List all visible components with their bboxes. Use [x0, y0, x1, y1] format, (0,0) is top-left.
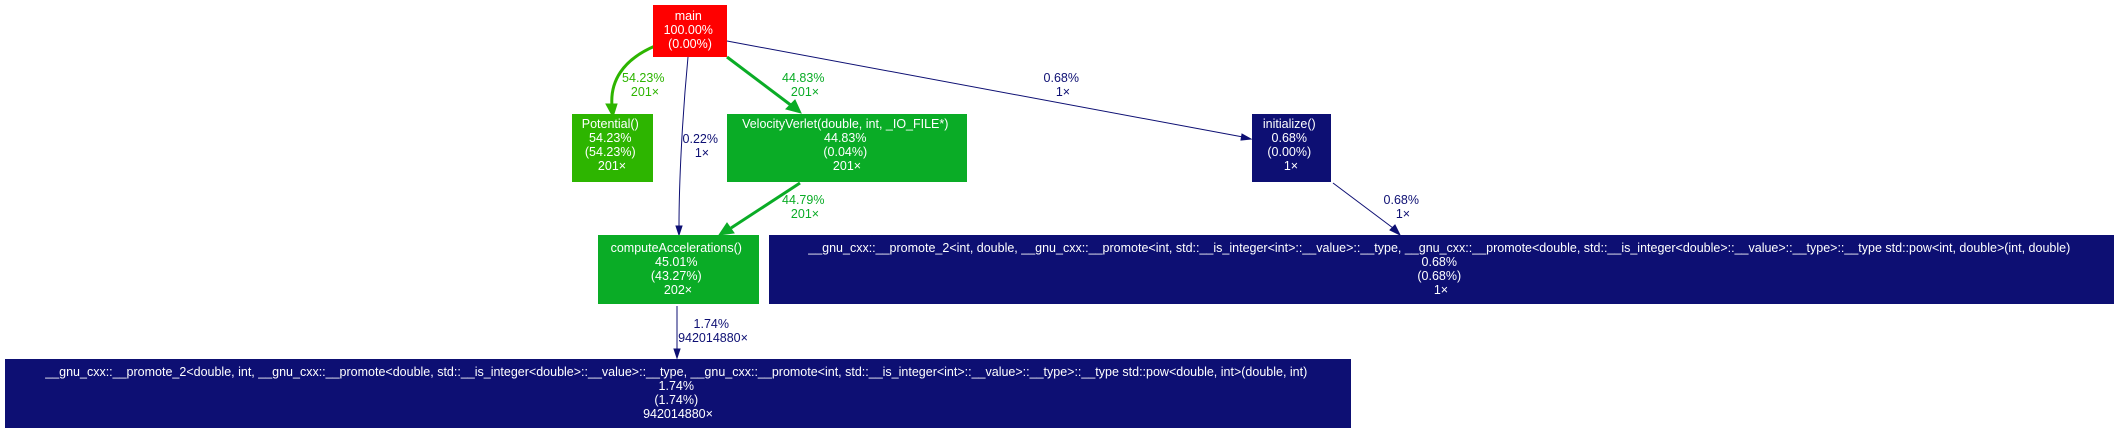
edge-velocity-compute: 44.79% 201×: [717, 181, 828, 236]
edge-main-initialize: 0.68% 1×: [726, 40, 1253, 141]
edge-initialize-pow-line: [1332, 182, 1394, 229]
node-compute-accelerations-box: [598, 235, 759, 304]
edge-compute-pow-arrow: [673, 348, 681, 360]
edge-main-potential-arrow: [605, 103, 618, 119]
node-pow-int-double-label: __gnu_cxx::__promote_2<int, double, __gn…: [807, 241, 2074, 297]
edge-main-potential: 54.23% 201×: [605, 44, 668, 119]
edge-main-potential-label: 54.23% 201×: [622, 71, 668, 99]
node-initialize-label: initialize() 0.68% (0.00%) 1×: [1263, 117, 1319, 173]
node-potential-label: Potential() 54.23% (54.23%) 201×: [582, 117, 642, 173]
node-pow-double-int-label: __gnu_cxx::__promote_2<double, int, __gn…: [44, 365, 1311, 421]
node-initialize-box: [1252, 114, 1331, 182]
node-pow-int-double[interactable]: __gnu_cxx::__promote_2<int, double, __gn…: [769, 235, 2114, 304]
node-compute-accelerations[interactable]: computeAccelerations() 45.01% (43.27%) 2…: [598, 235, 759, 304]
edge-velocity-compute-line: [730, 181, 801, 230]
edge-main-velocity-label: 44.83% 201×: [782, 71, 828, 99]
node-main-label: main 100.00% (0.00%): [664, 9, 717, 51]
node-pow-double-int[interactable]: __gnu_cxx::__promote_2<double, int, __gn…: [5, 359, 1351, 428]
node-velocity-verlet[interactable]: VelocityVerlet(double, int, _IO_FILE*) 4…: [727, 114, 967, 182]
node-initialize[interactable]: initialize() 0.68% (0.00%) 1×: [1252, 114, 1331, 182]
edge-initialize-pow-arrow: [1389, 224, 1402, 237]
edge-main-initialize-label: 0.68% 1×: [1044, 71, 1083, 99]
node-potential-box: [572, 114, 653, 182]
edge-main-compute-label: 0.22% 1×: [683, 132, 722, 160]
edge-main-potential-line: [610, 44, 656, 107]
edge-initialize-pow-label: 0.68% 1×: [1384, 193, 1423, 221]
node-velocity-verlet-box: [727, 114, 967, 182]
node-main[interactable]: main 100.00% (0.00%): [653, 5, 727, 57]
node-compute-accelerations-label: computeAccelerations() 45.01% (43.27%) 2…: [611, 241, 746, 297]
edge-main-velocity: 44.83% 201×: [726, 55, 828, 114]
node-velocity-verlet-label: VelocityVerlet(double, int, _IO_FILE*) 4…: [742, 117, 952, 173]
edge-main-compute-arrow: [675, 225, 683, 237]
edge-main-compute: 0.22% 1×: [675, 56, 722, 237]
node-main-box: [653, 5, 727, 57]
edge-main-velocity-arrow: [785, 99, 802, 114]
node-pow-double-int-box: [5, 359, 1351, 428]
edge-compute-pow: 1.74% 942014880×: [673, 306, 748, 360]
edge-velocity-compute-label: 44.79% 201×: [782, 193, 828, 221]
edge-main-compute-line: [678, 56, 689, 227]
edge-main-initialize-line: [726, 40, 1244, 138]
edge-main-velocity-line: [726, 55, 793, 108]
edge-velocity-compute-arrow: [717, 222, 735, 236]
node-potential[interactable]: Potential() 54.23% (54.23%) 201×: [572, 114, 653, 182]
edge-main-initialize-arrow: [1240, 133, 1253, 141]
edge-compute-pow-label: 1.74% 942014880×: [678, 317, 748, 345]
node-pow-int-double-box: [769, 235, 2114, 304]
edge-initialize-pow: 0.68% 1×: [1332, 182, 1423, 237]
